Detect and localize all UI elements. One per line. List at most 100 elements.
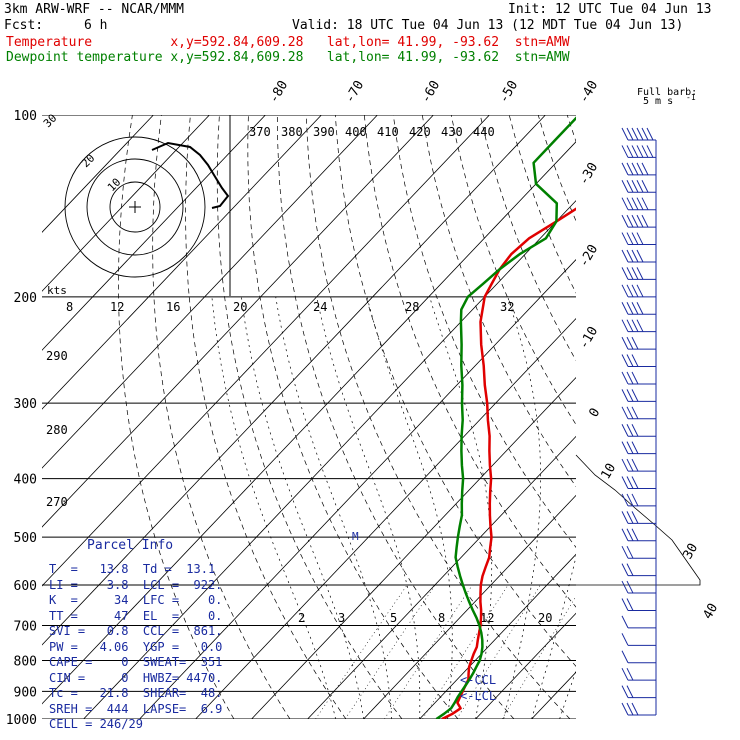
wind-barb-flag: [626, 389, 634, 402]
wind-barb-flag: [621, 615, 629, 629]
wind-barb-flag: [626, 685, 634, 698]
wind-barb-flag: [626, 354, 634, 367]
isotherm-line: [644, 115, 740, 719]
wind-barb-flag: [636, 319, 644, 332]
moist-adiabat: [316, 296, 421, 719]
mixing-ratio-low-label: 12: [480, 611, 494, 625]
forecast-label: Fcst:: [4, 18, 44, 33]
mixing-ratio-top-label: 8: [66, 300, 73, 314]
wind-barb-flag: [621, 667, 629, 681]
mixing-ratio-low-label: 5: [390, 611, 397, 625]
wind-barb-flag: [646, 127, 654, 141]
wind-barb-flag: [631, 528, 639, 542]
wind-barb-flag: [636, 127, 644, 141]
wind-barb-flag: [621, 633, 629, 646]
theta-e-label: 430: [441, 125, 463, 139]
wind-barb-flag: [636, 267, 644, 280]
parcel-row: Tc = 21.8 SHEAR= 48.: [49, 686, 223, 700]
wind-barb-flag: [626, 511, 634, 524]
parcel-row: TT = 47 EL = 0.: [49, 608, 223, 623]
isotherm-label: 30: [680, 541, 701, 562]
wind-barb-flag: [621, 127, 629, 141]
theta-label: 270: [46, 495, 68, 509]
isotherm-line: [42, 115, 154, 233]
isotherm-line: [42, 115, 266, 351]
isotherm-line: [42, 115, 546, 646]
pressure-tick-label: 1000: [6, 713, 37, 728]
wind-barb-flag: [621, 563, 629, 576]
hodograph-ring: [109, 181, 161, 233]
mixing-ratio-line: [456, 584, 541, 719]
wind-barb-flag: [631, 267, 639, 280]
theta-e-label: 410: [377, 125, 399, 139]
mixing-ratio-low-label: 8: [438, 611, 445, 625]
isotherm-label: -60: [418, 78, 443, 106]
barb-legend-label: Full barb:: [637, 87, 697, 98]
wind-barb-flag: [641, 180, 649, 193]
wind-barb-flag: [621, 493, 629, 507]
pressure-tick-label: 200: [14, 291, 37, 306]
theta-label: 290: [46, 349, 68, 363]
valid-time: Valid: 18 UTC Tue 04 Jun 13 (12 MDT Tue …: [292, 18, 684, 33]
barb-legend-exponent: -1: [686, 93, 696, 102]
wind-barb-flag: [621, 354, 629, 367]
theta-label: 280: [46, 423, 68, 437]
isotherm-line: [251, 376, 576, 719]
wind-barb-flag: [621, 319, 629, 332]
isotherm-label: -20: [576, 242, 601, 270]
parcel-row: T = 13.8 Td = 13.1: [49, 562, 216, 576]
hodograph-ring: [86, 158, 184, 256]
theta-e-label: 420: [409, 125, 431, 139]
dewpoint-curve: [435, 116, 576, 719]
wind-barb-flag: [641, 162, 649, 176]
wind-barb-flag: [636, 214, 644, 228]
wind-barb-flag: [621, 284, 629, 298]
isotherm-line: [139, 259, 576, 719]
dry-adiabat: [596, 115, 740, 719]
wind-barb-flag: [636, 284, 644, 298]
dry-adiabat: [216, 115, 403, 719]
isotherm-line: [42, 115, 490, 587]
dry-adiabat: [118, 115, 235, 719]
wind-barb-flag: [631, 511, 639, 524]
isotherm-label: -40: [576, 78, 601, 106]
wind-barb-flag: [631, 406, 639, 420]
isotherm-line: [42, 115, 378, 469]
init-time: Init: 12 UTC Tue 04 Jun 13: [508, 2, 712, 17]
isotherm-line: [42, 141, 576, 705]
dry-adiabat: [152, 115, 291, 719]
moist-adiabat: [275, 296, 392, 719]
pressure-tick-label: 300: [14, 397, 37, 412]
parcel-info-title: Parcel Info: [87, 538, 174, 553]
model-title: 3km ARW-WRF -- NCAR/MMM: [4, 2, 185, 17]
wind-barb-flag: [626, 232, 634, 245]
mixing-ratio-line: [344, 584, 436, 719]
forecast-hour: 6 h: [84, 18, 108, 33]
wind-barb-flag: [631, 441, 639, 454]
wind-barb-flag: [621, 197, 629, 210]
isotherm-line: [42, 115, 210, 292]
dry-adiabat: [247, 115, 459, 719]
parcel-info-panel: Parcel Info T = 13.8 Td = 13.1 LI = 3.8 …: [42, 538, 238, 731]
mixing-ratio-top-label: 32: [500, 300, 514, 314]
wind-barb-flag: [621, 145, 629, 158]
dry-adiabat: [479, 115, 576, 361]
wind-barb-flag: [626, 702, 634, 716]
isotherm-label: 10: [598, 461, 619, 482]
wind-barb-flag: [621, 650, 629, 663]
hodograph-kts-label: kts: [47, 284, 67, 297]
wind-barb-flag: [621, 441, 629, 454]
wind-barb-flag: [626, 145, 634, 158]
pressure-tick-label: 400: [14, 473, 37, 488]
wind-barb-flag: [631, 702, 639, 716]
mixing-ratio-top-label: 12: [110, 300, 124, 314]
moist-adiabat: [366, 296, 453, 719]
wind-barb-flag: [641, 214, 649, 228]
wind-barb-flag: [621, 458, 629, 472]
wind-barb-flag: [631, 389, 639, 402]
wind-barb-flag: [621, 476, 629, 489]
dry-adiabat: [683, 115, 740, 719]
wind-barb-flag: [626, 319, 634, 332]
hodograph-trace: [151, 141, 230, 209]
isotherm-line: [363, 494, 576, 719]
